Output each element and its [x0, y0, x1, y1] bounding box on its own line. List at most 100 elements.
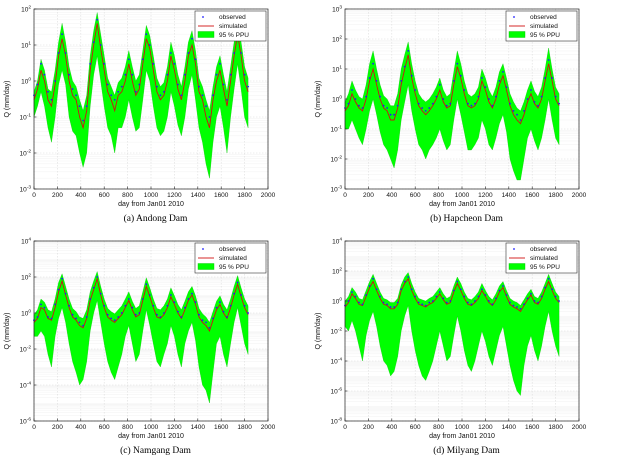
observed-point	[152, 62, 155, 65]
observed-point	[491, 104, 494, 107]
observed-point	[372, 62, 374, 65]
y-tick-label: 10-2	[20, 345, 32, 354]
legend-ppu-label: 95 % PPU	[219, 32, 249, 39]
observed-point	[456, 62, 459, 65]
observed-point	[226, 316, 228, 318]
observed-point	[229, 73, 232, 76]
observed-point	[247, 312, 250, 314]
observed-point	[435, 295, 438, 298]
observed-point	[421, 107, 424, 109]
x-tick-label: 800	[433, 192, 444, 199]
observed-point	[57, 288, 60, 291]
observed-point	[120, 312, 123, 314]
x-tick-label: 2000	[261, 424, 276, 431]
observed-point	[459, 288, 462, 291]
observed-point	[50, 98, 53, 101]
x-tick-label: 1400	[502, 192, 517, 199]
observed-point	[509, 301, 511, 304]
observed-point	[205, 105, 207, 108]
observed-point	[222, 83, 225, 86]
observed-point	[547, 59, 550, 61]
legend-ppu-swatch	[508, 31, 526, 38]
observed-point	[177, 310, 179, 313]
observed-point	[488, 300, 490, 302]
simulated-line	[33, 23, 249, 130]
observed-point	[414, 295, 417, 298]
observed-point	[519, 119, 522, 121]
observed-point	[117, 90, 120, 93]
chart-panel-hapcheon: 0 200 400 600 800 1000 1200 1400 1600 1800 2000 10-…	[311, 0, 622, 232]
simulated-line	[344, 277, 560, 313]
observed-point	[215, 73, 218, 76]
observed-point	[131, 306, 134, 309]
observed-point	[347, 102, 350, 105]
simulated-line	[33, 276, 249, 333]
observed-point	[127, 298, 130, 300]
observed-point	[138, 312, 141, 314]
observed-point	[141, 298, 144, 300]
observed-point	[551, 288, 553, 291]
observed-points	[33, 276, 250, 329]
observed-point	[89, 62, 92, 65]
observed-point	[442, 98, 445, 100]
legend-observed-marker	[202, 16, 204, 18]
x-tick-label: 1000	[144, 192, 159, 199]
observed-point	[229, 304, 232, 307]
observed-point	[481, 77, 483, 79]
x-tick-label: 1800	[548, 192, 563, 199]
legend-observed-marker	[513, 16, 515, 18]
observed-point	[85, 316, 88, 318]
observed-point	[389, 306, 392, 308]
observed-point	[354, 295, 357, 298]
y-tick-label: 10-1	[331, 125, 343, 134]
legend-ppu-label: 95 % PPU	[530, 264, 560, 271]
observed-point	[463, 89, 466, 91]
observed-point	[554, 295, 557, 298]
observed-point	[403, 65, 406, 68]
observed-point	[156, 313, 158, 316]
observed-point	[117, 316, 120, 318]
observed-point	[134, 90, 137, 93]
x-tick-label: 1600	[214, 424, 229, 431]
legend-simulated-label: simulated	[530, 255, 558, 262]
observed-point	[523, 303, 525, 306]
observed-point	[474, 102, 476, 105]
x-tick-label: 1400	[191, 192, 206, 199]
observed-point	[208, 326, 211, 329]
y-tick-label: 10-6	[331, 387, 343, 396]
x-tick-label: 1600	[214, 192, 229, 199]
observed-point	[389, 113, 392, 116]
observed-point	[92, 286, 95, 289]
ppu-band	[344, 41, 560, 181]
observed-point	[474, 300, 476, 302]
observed-point	[417, 301, 420, 304]
observed-point	[445, 104, 448, 107]
x-tick-label: 1400	[502, 424, 517, 431]
y-tick-label: 100	[332, 95, 342, 104]
observed-point	[449, 300, 452, 302]
x-tick-label: 200	[363, 192, 374, 199]
observed-point	[36, 316, 39, 318]
legend-observed-label: observed	[219, 14, 246, 21]
observed-point	[547, 277, 550, 280]
observed-point	[382, 104, 385, 107]
observed-point	[530, 292, 532, 295]
observed-point	[212, 317, 214, 320]
observed-point	[222, 310, 225, 313]
observed-point	[526, 297, 529, 300]
observed-point	[106, 83, 109, 86]
observed-point	[75, 317, 77, 320]
x-tick-label: 600	[410, 424, 421, 431]
observed-point	[372, 277, 374, 280]
x-tick-label: 0	[32, 192, 36, 199]
observed-point	[68, 73, 70, 76]
legend-observed-label: observed	[530, 246, 557, 253]
observed-point	[103, 304, 106, 307]
observed-point	[212, 94, 214, 97]
observed-point	[166, 304, 169, 307]
observed-point	[414, 89, 417, 91]
observed-point	[187, 298, 190, 300]
observed-point	[110, 94, 113, 97]
x-tick-label: 400	[386, 424, 397, 431]
x-tick-label: 1600	[525, 192, 540, 199]
